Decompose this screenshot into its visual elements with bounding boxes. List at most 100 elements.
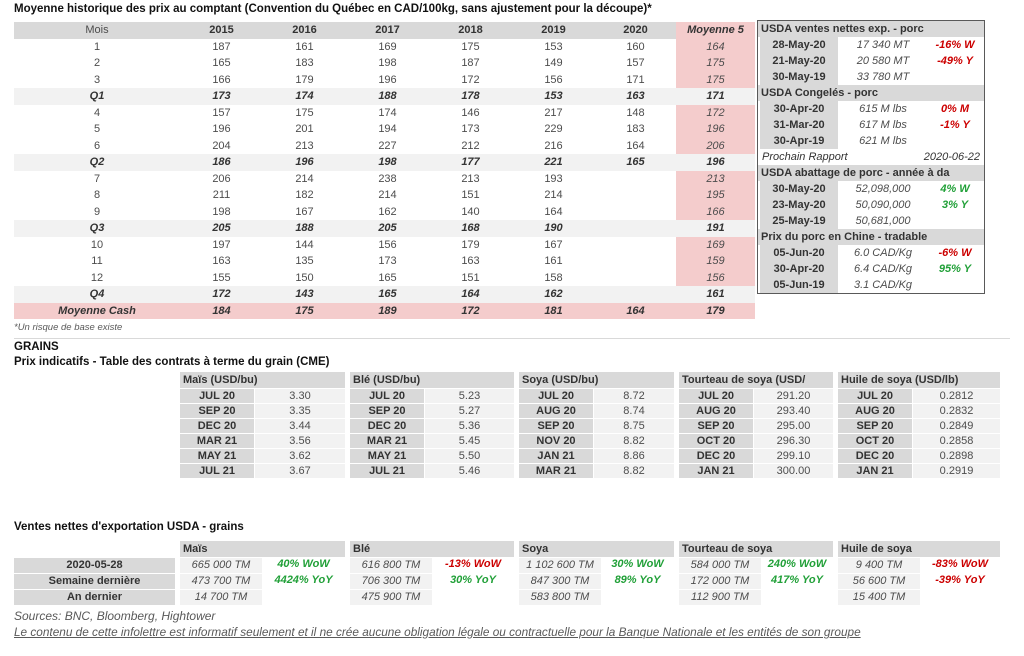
price-cell: 197 (212, 238, 231, 251)
export-change (432, 589, 514, 605)
sidebar-change: 0% M (940, 103, 970, 115)
price-cell: 211 (212, 189, 231, 201)
price-cell: 187 (212, 40, 231, 53)
price-cell: 179 (706, 304, 725, 317)
contract-price: 5.50 (425, 448, 514, 463)
futures-row: AUG 20 0.2832 (838, 403, 1000, 418)
price-cell (595, 204, 676, 221)
futures-row: AUG 20 293.40 (679, 403, 833, 418)
export-row: 616 800 TM -13% WoW (350, 557, 514, 573)
futures-commodity-table: Maïs (USD/bu) JUL 20 3.30 SEP 20 3.35 DEC 20 3… (180, 372, 345, 478)
export-row-label: Semaine dernière (14, 573, 175, 589)
contract-month: JAN 21 (519, 448, 594, 463)
futures-row: DEC 20 5.36 (350, 418, 514, 433)
sidebar-value: 617 M lbs (859, 119, 907, 131)
futures-tables: Maïs (USD/bu) JUL 20 3.30 SEP 20 3.35 DEC 20 3… (180, 372, 1000, 478)
price-cell: 173 (378, 255, 397, 267)
futures-row: SEP 20 8.75 (519, 418, 674, 433)
export-row: 112 900 TM (679, 589, 833, 605)
export-table-header: Blé (350, 541, 514, 557)
price-cell: 221 (544, 156, 563, 168)
futures-row: MAR 21 8.82 (519, 463, 674, 478)
price-cell: 201 (295, 123, 314, 135)
price-cell: 213 (295, 139, 314, 152)
contract-month: MAY 21 (180, 448, 255, 463)
price-cell: 161 (706, 288, 725, 300)
price-table-row: 4 157 175 174 146 217 148 172 (14, 104, 755, 121)
futures-table-header: Huile de soya (USD/lb) (838, 372, 1000, 388)
contract-month: OCT 20 (838, 433, 913, 448)
price-cell: 174 (295, 90, 314, 102)
price-cell: 196 (378, 73, 397, 86)
contract-price: 8.74 (594, 403, 674, 418)
sidebar-data-row: 23-May-20 50,090,000 3% Y (758, 197, 984, 213)
sidebar-change (926, 69, 984, 85)
contract-month: JUL 20 (350, 388, 425, 403)
contract-month: MAR 21 (180, 433, 255, 448)
price-cell: 194 (378, 123, 397, 135)
futures-commodity-table: Tourteau de soya (USD/JUL 20 291.20 AUG 20… (679, 372, 833, 478)
price-cell: 135 (295, 255, 314, 267)
futures-row: SEP 20 0.2849 (838, 418, 1000, 433)
contract-price: 0.2898 (913, 448, 1000, 463)
contract-month: SEP 20 (838, 418, 913, 433)
price-cell: 150 (295, 271, 314, 284)
contract-month: SEP 20 (350, 403, 425, 418)
export-change: 30% WoW (611, 558, 664, 570)
futures-row: DEC 20 0.2898 (838, 448, 1000, 463)
price-cell: 166 (676, 203, 755, 220)
price-cell: 159 (676, 253, 755, 270)
sidebar-change (926, 277, 984, 293)
sidebar-data-row: 30-Apr-20 615 M lbs 0% M (758, 101, 984, 117)
price-cell: 184 (212, 304, 231, 317)
export-row: 172 000 TM 417% YoY (679, 573, 833, 589)
export-table: 2020-05-28 Semaine dernière An dernier Maïs… (14, 541, 1000, 605)
contract-month: NOV 20 (519, 433, 594, 448)
futures-table-header: Tourteau de soya (USD/ (679, 372, 833, 388)
price-cell: 205 (212, 222, 231, 234)
futures-row: SEP 20 3.35 (180, 403, 345, 418)
price-cell: 206 (676, 137, 755, 154)
export-volume: 9 400 TM (838, 557, 920, 573)
contract-month: SEP 20 (679, 418, 754, 433)
contract-price: 5.46 (425, 463, 514, 478)
price-cell: 156 (378, 238, 397, 251)
price-column-header: 2018 (458, 24, 483, 36)
price-cell: 214 (544, 189, 563, 201)
contract-month: JUL 20 (679, 388, 754, 403)
price-cell: 164 (626, 139, 645, 152)
sidebar-change (926, 213, 984, 229)
price-table-row: Q3 205 188 205 168 190 191 (14, 220, 755, 237)
price-cell: 163 (626, 90, 645, 102)
contract-month: MAR 21 (350, 433, 425, 448)
price-column-header: Moyenne 5 (676, 22, 755, 39)
price-cell: 173 (212, 90, 231, 102)
sidebar-next-report-row: Prochain Rapport 2020-06-22 (758, 149, 984, 165)
price-cell: 172 (461, 73, 480, 86)
price-column-header: 2016 (292, 24, 317, 36)
price-cell (595, 237, 676, 254)
price-cell: 179 (461, 238, 480, 251)
futures-commodity-table: Huile de soya (USD/lb) JUL 20 0.2812 AUG 20… (838, 372, 1000, 478)
price-cell: 151 (461, 189, 480, 201)
futures-row: JAN 21 300.00 (679, 463, 833, 478)
futures-row: MAR 21 5.45 (350, 433, 514, 448)
price-cell: 213 (676, 170, 755, 187)
price-cell: 156 (676, 269, 755, 286)
contract-price: 293.40 (754, 403, 833, 418)
futures-row: NOV 20 8.82 (519, 433, 674, 448)
price-cell: 173 (461, 123, 480, 135)
futures-row: OCT 20 296.30 (679, 433, 833, 448)
export-row: 14 700 TM (180, 589, 345, 605)
price-row-label: 7 (93, 172, 101, 185)
price-cell: 146 (461, 106, 480, 119)
price-cell: 172 (461, 304, 480, 317)
price-row-label: 1 (93, 40, 101, 53)
sidebar-data-row: 30-May-19 33 780 MT (758, 69, 984, 85)
contract-price: 0.2812 (913, 388, 1000, 403)
futures-commodity-table: Soya (USD/bu) JUL 20 8.72 AUG 20 8.74 SEP 20 8… (519, 372, 674, 478)
contract-price: 3.67 (255, 463, 345, 478)
next-report-date: 2020-06-22 (923, 151, 980, 163)
price-cell: 156 (544, 73, 563, 86)
contract-price: 0.2919 (913, 463, 1000, 478)
